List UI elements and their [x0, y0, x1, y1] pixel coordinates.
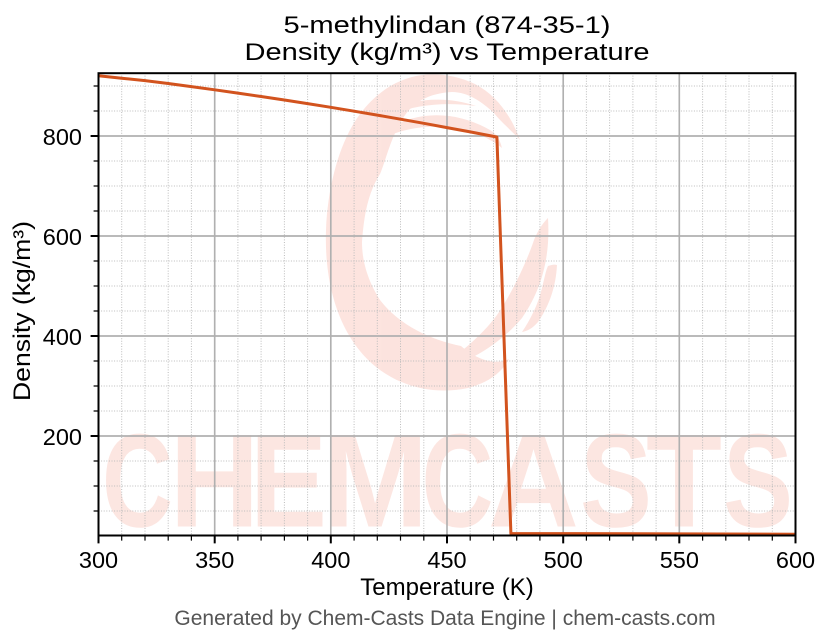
svg-text:800: 800	[43, 124, 82, 150]
svg-text:C: C	[422, 408, 494, 556]
svg-text:500: 500	[544, 547, 583, 573]
svg-text:200: 200	[43, 424, 82, 450]
svg-text:350: 350	[195, 547, 234, 573]
svg-text:C: C	[102, 408, 173, 556]
svg-text:S: S	[580, 408, 652, 556]
svg-text:S: S	[723, 408, 793, 556]
svg-text:600: 600	[776, 547, 815, 573]
svg-text:Density (kg/m³) vs Temperature: Density (kg/m³) vs Temperature	[245, 39, 650, 66]
svg-text:E: E	[250, 408, 327, 556]
svg-text:Density (kg/m³): Density (kg/m³)	[9, 221, 36, 401]
svg-text:550: 550	[660, 547, 699, 573]
svg-text:5-methylindan (874-35-1): 5-methylindan (874-35-1)	[284, 12, 611, 39]
svg-text:Generated by Chem-Casts Data E: Generated by Chem-Casts Data Engine | ch…	[174, 607, 715, 630]
svg-text:300: 300	[79, 547, 118, 573]
svg-text:400: 400	[311, 547, 350, 573]
svg-text:Temperature (K): Temperature (K)	[360, 574, 533, 601]
svg-text:450: 450	[427, 547, 466, 573]
svg-text:T: T	[646, 408, 722, 556]
svg-text:M: M	[322, 408, 429, 556]
svg-text:600: 600	[43, 224, 82, 250]
svg-text:400: 400	[43, 324, 82, 350]
